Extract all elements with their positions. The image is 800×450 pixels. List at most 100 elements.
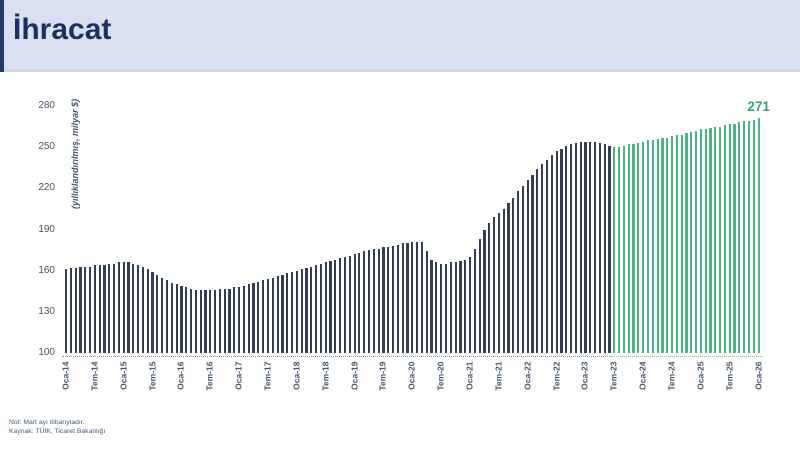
forecast-bar <box>632 144 635 353</box>
actual-bar <box>579 141 582 353</box>
x-tick-label: Tem-17 <box>262 361 273 391</box>
actual-bar <box>608 145 611 353</box>
actual-bar <box>228 288 231 353</box>
actual-bar <box>449 262 452 353</box>
actual-bar <box>550 155 553 353</box>
actual-bar <box>300 269 303 353</box>
actual-bar <box>497 213 500 353</box>
actual-bar <box>223 288 226 353</box>
x-tick-label: Tem-15 <box>147 361 158 391</box>
actual-bar <box>406 243 409 353</box>
x-tick-label: Tem-14 <box>89 361 100 391</box>
actual-bar <box>329 261 332 353</box>
actual-bar <box>84 266 87 353</box>
actual-bar <box>339 258 342 353</box>
actual-bar <box>170 283 173 353</box>
x-tick-label: Oca-23 <box>579 361 590 390</box>
header-band: İhracat <box>0 0 800 72</box>
actual-bar <box>257 281 260 353</box>
x-tick-label: Oca-20 <box>406 361 417 390</box>
forecast-bar <box>666 137 669 353</box>
actual-bar <box>156 274 159 353</box>
actual-bar <box>526 180 529 353</box>
actual-bar <box>401 243 404 353</box>
actual-bar <box>569 144 573 353</box>
actual-bar <box>488 222 491 353</box>
actual-bar <box>521 185 525 353</box>
actual-bar <box>348 255 351 353</box>
actual-bar <box>531 174 534 353</box>
actual-bar <box>343 256 347 353</box>
actual-bar <box>377 248 380 353</box>
actual-bar <box>103 265 106 353</box>
y-tick-label: 280 <box>38 100 55 111</box>
actual-bar <box>517 191 520 353</box>
actual-bar <box>218 288 221 353</box>
forecast-bar <box>642 141 645 353</box>
actual-bar <box>204 289 207 353</box>
actual-bar <box>165 280 169 353</box>
actual-bar <box>146 269 149 353</box>
x-tick-label: Tem-16 <box>204 361 215 391</box>
forecast-bar <box>719 126 722 353</box>
x-tick-label: Tem-22 <box>551 361 562 391</box>
actual-bar <box>584 141 587 353</box>
x-tick-label: Oca-24 <box>637 361 648 390</box>
forecast-bar <box>738 122 741 353</box>
actual-bar <box>64 269 68 353</box>
x-tick-label: Tem-23 <box>608 361 619 391</box>
actual-bar <box>161 277 164 353</box>
actual-bar <box>319 263 323 353</box>
actual-bar <box>483 229 486 353</box>
forecast-bar <box>613 147 616 353</box>
y-tick-label: 160 <box>38 264 55 276</box>
actual-bar <box>416 241 419 353</box>
actual-bar <box>372 248 375 353</box>
actual-bar <box>214 289 217 353</box>
y-tick-label: 130 <box>38 305 55 317</box>
actual-bar <box>425 251 428 353</box>
x-tick-label: Oca-17 <box>233 361 244 390</box>
actual-bar <box>435 262 438 353</box>
plot-area <box>62 106 768 353</box>
actual-bar <box>589 141 592 353</box>
forecast-bar <box>675 134 678 353</box>
actual-bar <box>363 251 366 353</box>
x-axis-line-forecast <box>612 356 763 357</box>
x-tick-label: Oca-18 <box>291 361 302 390</box>
forecast-bar <box>704 129 707 353</box>
actual-bar <box>252 283 255 353</box>
actual-bar <box>512 197 515 353</box>
actual-bar <box>238 287 241 353</box>
actual-bar <box>334 259 337 353</box>
x-tick-label: Oca-25 <box>695 361 706 390</box>
forecast-bar <box>723 125 727 353</box>
actual-bar <box>367 250 371 353</box>
actual-bar <box>382 247 385 353</box>
actual-bar <box>598 143 601 353</box>
actual-bar <box>353 254 356 353</box>
actual-bar <box>113 263 116 353</box>
x-tick-label: Oca-26 <box>753 361 764 390</box>
actual-bar <box>565 145 568 353</box>
accent-strip <box>0 0 4 72</box>
forecast-bar <box>661 137 664 353</box>
actual-bar <box>430 259 433 353</box>
actual-bar <box>310 266 313 353</box>
actual-bar <box>88 266 92 353</box>
actual-bar <box>247 284 250 353</box>
actual-bar <box>209 289 212 353</box>
actual-bar <box>290 272 294 353</box>
actual-bar <box>79 266 82 353</box>
actual-bar <box>459 261 462 353</box>
actual-bar <box>271 277 274 353</box>
actual-bar <box>387 247 390 353</box>
actual-bar <box>420 241 424 353</box>
forecast-bar <box>757 118 760 353</box>
x-tick-label: Tem-25 <box>724 361 735 391</box>
actual-bar <box>93 265 96 353</box>
forecast-bar <box>699 129 702 353</box>
actual-bar <box>541 163 544 353</box>
actual-bar <box>536 169 539 353</box>
actual-bar <box>473 248 476 353</box>
